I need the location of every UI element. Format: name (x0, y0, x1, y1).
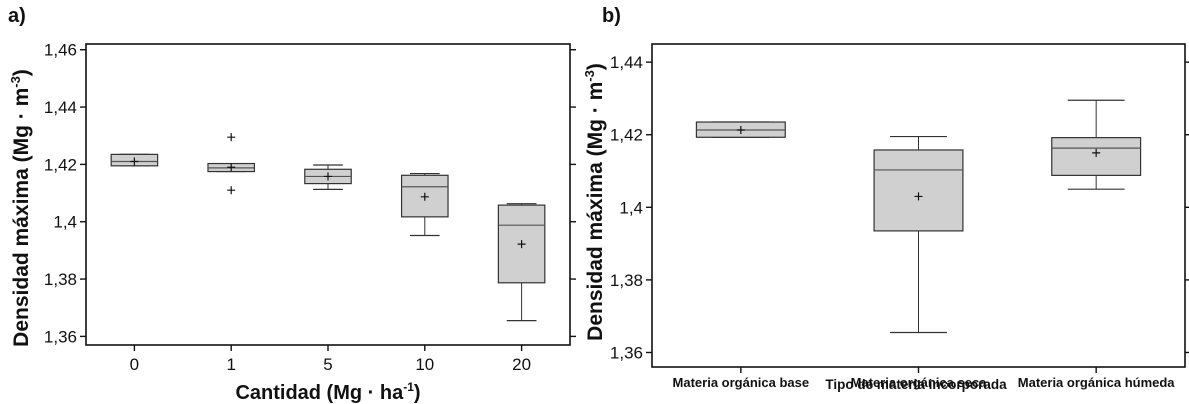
panel-a-x-axis-label: Cantidad (Mg · ha-1) (235, 380, 420, 404)
panel-a-y-axis-label: Densidad máxima (Mg · m-3) (8, 69, 33, 347)
mean-marker (517, 240, 526, 249)
box-plot-0 (695, 121, 786, 138)
mean-marker (420, 192, 429, 201)
x-tick-label: Materia orgánica seca (851, 375, 988, 390)
mean-marker (1092, 148, 1101, 157)
y-tick-label: 1,4 (619, 198, 643, 217)
box-plot-4 (497, 203, 546, 322)
plot-frame (85, 43, 571, 346)
y-tick-label: 1,44 (44, 98, 77, 117)
box-plot-0 (110, 153, 159, 167)
y-tick-label: 1,38 (44, 270, 77, 289)
box-plot-3 (400, 172, 449, 237)
mean-marker (324, 172, 332, 181)
outlier-marker (227, 186, 236, 195)
y-tick-label: 1,42 (610, 126, 643, 145)
panel-b-y-axis-label: Densidad máxima (Mg · m-3) (582, 63, 607, 341)
mean-marker (736, 126, 745, 135)
panel-b-label: b) (602, 5, 621, 27)
box-plot-2 (1051, 99, 1142, 190)
y-tick-label: 1,36 (44, 327, 77, 346)
panel-b-x-axis-label: Tipo de materia incorporada (825, 377, 1007, 392)
mean-marker (914, 192, 923, 201)
mean-marker (130, 157, 139, 166)
y-tick-label: 1,38 (610, 271, 643, 290)
box-plot-2 (304, 164, 352, 190)
x-tick-label: 1 (226, 355, 235, 374)
panel-a-plot: 1,36 1,38 1,4 1,42 1,44 1,46 0 1 5 10 20 (44, 41, 576, 374)
x-tick-label: 5 (323, 355, 332, 374)
x-tick-label: Materia orgánica húmeda (1018, 375, 1176, 390)
outlier-marker (227, 133, 236, 142)
y-tick-label: 1,42 (44, 155, 77, 174)
x-tick-label: Materia orgánica base (673, 375, 810, 390)
box-plot-1 (873, 135, 964, 334)
x-tick-label: 20 (512, 355, 531, 374)
y-tick-label: 1,46 (44, 41, 77, 60)
x-tick-label: 10 (415, 355, 434, 374)
mean-marker (227, 163, 236, 172)
x-tick-label: 0 (130, 355, 139, 374)
panel-b-plot: 1,36 1,38 1,4 1,42 1,44 Materia orgánica base… (610, 43, 1189, 390)
y-tick-label: 1,44 (610, 53, 643, 72)
y-tick-label: 1,4 (53, 213, 77, 232)
box-iqr (873, 149, 964, 232)
y-tick-label: 1,36 (610, 343, 643, 362)
panel-a-label: a) (8, 5, 26, 27)
box-plot-1 (207, 133, 256, 195)
